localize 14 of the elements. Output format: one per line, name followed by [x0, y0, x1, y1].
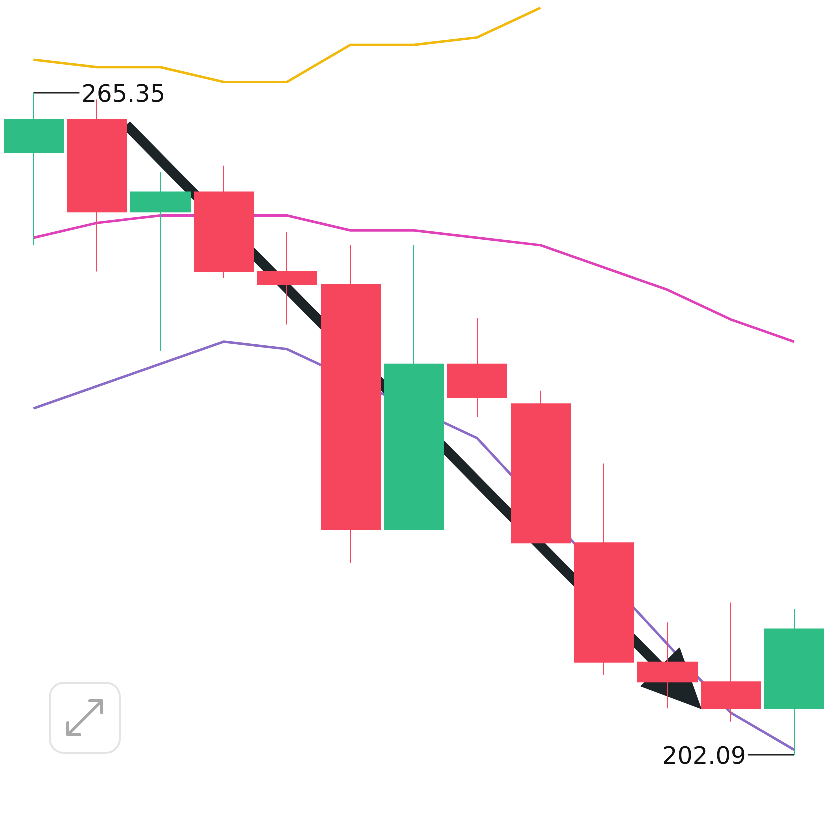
candlestick — [637, 622, 698, 710]
annotation: 265.35 — [82, 80, 166, 108]
candlestick — [130, 172, 191, 352]
candlestick — [447, 318, 507, 418]
candlestick — [574, 463, 634, 676]
annotation: 202.09 — [662, 742, 746, 770]
candlestick — [764, 608, 824, 756]
candlestick — [321, 244, 381, 564]
candlestick — [4, 92, 64, 246]
candlestick — [257, 232, 317, 326]
candlestick — [701, 602, 761, 722]
candlestick — [194, 165, 254, 279]
candlestick — [511, 390, 571, 544]
candlestick — [384, 244, 444, 530]
